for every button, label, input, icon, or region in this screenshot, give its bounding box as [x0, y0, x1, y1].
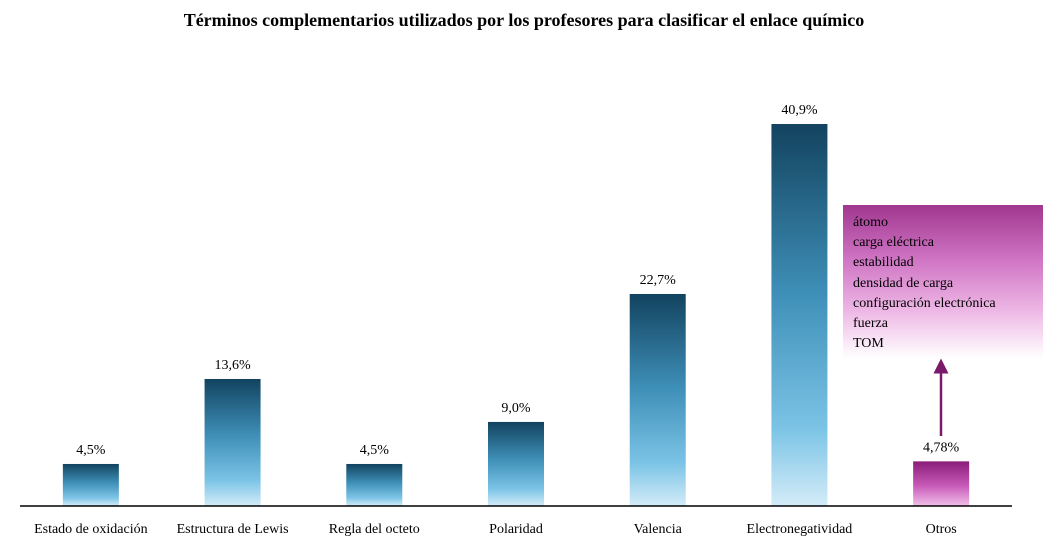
bar-electronegatividad	[771, 124, 828, 506]
bar-regla-del-octeto	[346, 463, 403, 506]
x-tick-label: Estructura de Lewis	[177, 522, 289, 537]
data-label: 4,78%	[923, 440, 960, 455]
otros-term: configuración electrónica	[853, 295, 996, 311]
data-label: 9,0%	[501, 401, 531, 416]
otros-term: TOM	[853, 336, 884, 352]
otros-term: densidad de carga	[853, 275, 954, 291]
bar-estado-de-oxidación	[62, 463, 119, 506]
x-tick-label: Electronegatividad	[747, 522, 853, 537]
bar-polaridad	[488, 421, 544, 506]
data-label: 4,5%	[360, 443, 390, 458]
data-label: 22,7%	[640, 273, 677, 288]
otros-terms-box: átomo carga eléctrica estabilidad densid…	[843, 205, 1043, 358]
data-label: 40,9%	[781, 103, 818, 118]
data-label: 4,5%	[76, 443, 106, 458]
x-tick-label: Otros	[926, 522, 957, 537]
x-tick-label: Polaridad	[489, 522, 543, 537]
x-tick-label: Valencia	[634, 522, 683, 537]
otros-term: átomo	[853, 215, 888, 230]
data-label: 13,6%	[214, 358, 251, 373]
bar-estructura-de-lewis	[204, 378, 261, 506]
bar-otros	[913, 461, 970, 506]
otros-term: fuerza	[853, 316, 888, 332]
x-tick-label: Regla del octeto	[329, 522, 420, 537]
bar-valencia	[629, 293, 686, 506]
otros-term: estabilidad	[853, 255, 914, 271]
otros-term: carga eléctrica	[853, 235, 934, 251]
x-tick-label: Estado de oxidación	[34, 522, 148, 537]
chart-title: Términos complementarios utilizados por …	[183, 10, 865, 30]
